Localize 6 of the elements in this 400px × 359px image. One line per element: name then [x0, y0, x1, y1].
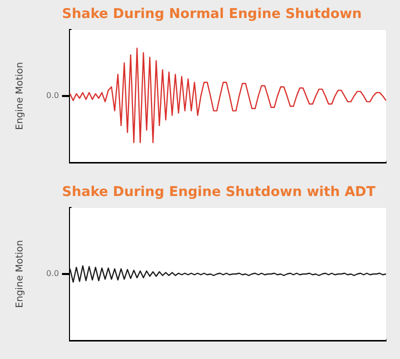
text: 0.0: [46, 269, 59, 278]
chart-title: Shake During Engine Shutdown with ADT: [62, 184, 376, 200]
y-axis-title: Engine Motion: [14, 240, 26, 308]
text: 0.0: [46, 91, 59, 100]
chart-title: Shake During Normal Engine Shutdown: [62, 6, 362, 22]
y-axis-title: Engine Motion: [14, 62, 26, 130]
